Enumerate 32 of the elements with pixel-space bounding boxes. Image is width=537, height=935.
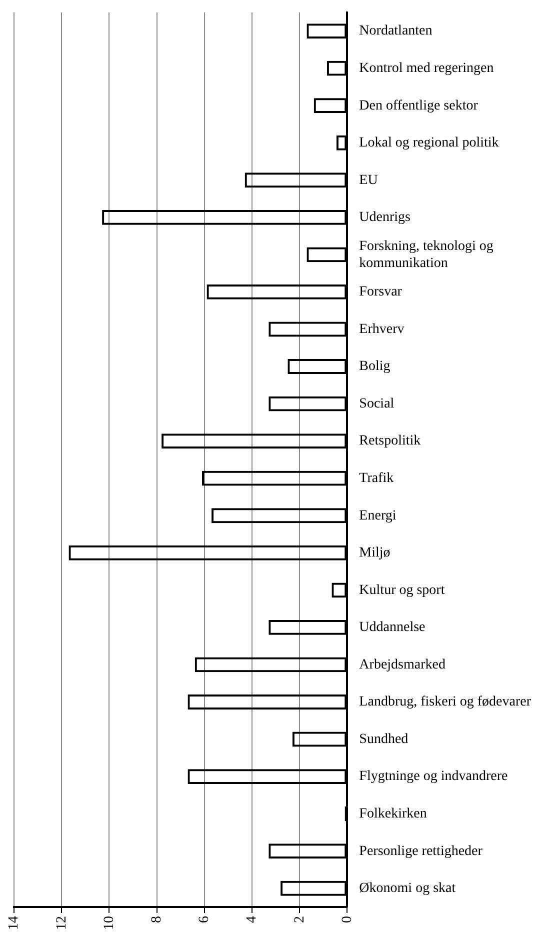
x-tick-label: 4 [244, 916, 260, 923]
y-tick-label: Miljø [359, 546, 390, 561]
y-tick-label: Arbejdsmarked [359, 657, 446, 672]
y-tick-label: Nordatlanten [359, 24, 432, 39]
y-tick-label: Kontrol med regeringen [359, 60, 494, 76]
y-tick-label: Lokal og regional politik [359, 136, 499, 151]
y-tick-label: Personlige rettigheder [359, 844, 483, 859]
y-tick-label: Udenrigs [359, 210, 411, 226]
y-tick-label: Erhverv [359, 322, 404, 337]
y-tick-label: Bolig [359, 359, 390, 374]
y-tick-label: Kultur og sport [359, 582, 445, 598]
y-tick-label: Uddannelse [359, 620, 426, 636]
y-tick-label: Energi [359, 508, 396, 524]
y-tick-label: Trafik [359, 471, 394, 486]
x-tick-label: 10 [102, 916, 117, 930]
y-tick-label: EU [359, 172, 378, 188]
x-tick-label: 0 [340, 916, 355, 923]
x-tick-label: 2 [292, 916, 308, 923]
x-tick-label: 14 [6, 916, 22, 930]
x-tick-label: 8 [149, 916, 164, 923]
y-tick-label: Økonomi og skat [359, 881, 456, 896]
y-tick-label: Folkekirken [359, 806, 427, 822]
x-tick-label: 6 [197, 916, 212, 923]
x-tick-label: 12 [54, 916, 70, 930]
y-tick-label: Landbrug, fiskeri og fødevarer [359, 694, 532, 710]
y-tick-label: Social [359, 396, 394, 412]
y-tick-label: Sundhed [359, 732, 408, 747]
y-tick-label: Forsvar [359, 284, 402, 300]
y-tick-label: Forskning, teknologi og kommunikation [359, 238, 494, 271]
y-tick-label: Den offentlige sektor [359, 98, 478, 114]
y-tick-label: Retspolitik [359, 434, 421, 449]
y-tick-label: Flygtninge og indvandrere [359, 769, 508, 784]
